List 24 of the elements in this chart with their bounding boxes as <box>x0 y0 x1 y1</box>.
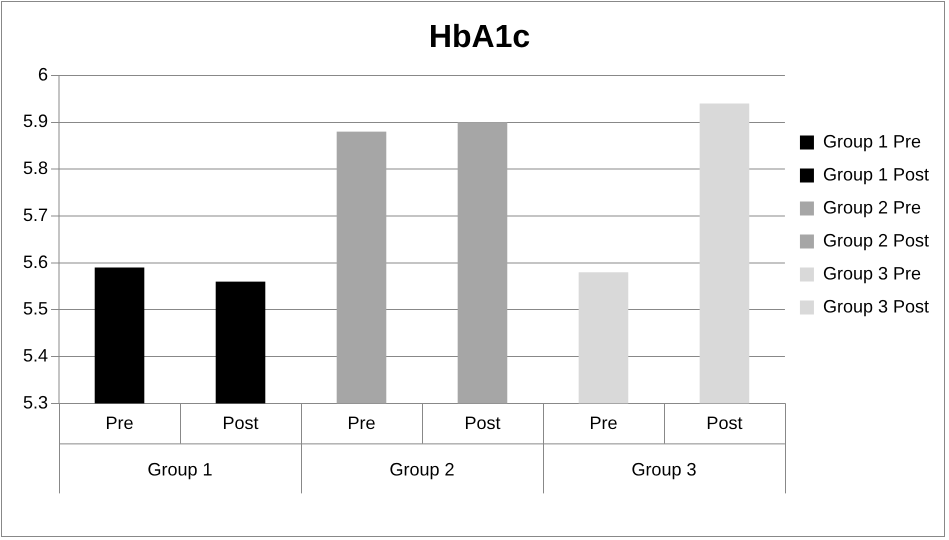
x-tick-label: Pre <box>106 413 134 434</box>
y-tick-label: 5.8 <box>22 158 48 178</box>
y-tick-label: 6 <box>38 64 48 84</box>
y-tick-label: 5.7 <box>22 204 48 225</box>
legend-label: Group 2 Pre <box>822 197 922 218</box>
x-tick-label: Pre <box>347 413 376 434</box>
y-tick-label: 5.4 <box>22 346 48 366</box>
legend-label: Group 1 Post <box>822 164 930 184</box>
x-tick-label: Pre <box>589 413 618 434</box>
legend-label: Group 3 Post <box>822 296 930 316</box>
y-tick-label: 5.5 <box>22 298 48 319</box>
legend-label: Group 3 Pre <box>822 263 922 284</box>
chart-title: HbA1c <box>428 18 530 54</box>
x-tick-label: Post <box>706 413 742 434</box>
legend-label: Group 2 Post <box>822 230 930 250</box>
x-tick-label: Post <box>222 413 259 434</box>
y-tick-label: 5.3 <box>22 392 48 412</box>
text: Group 2 <box>389 459 455 480</box>
y-tick-label: 5.6 <box>22 252 48 272</box>
y-tick-label: 5.9 <box>22 111 48 132</box>
text: Group 1 <box>147 459 213 480</box>
text: Group 3 <box>631 459 696 480</box>
legend-label: Group 1 Pre <box>822 131 922 152</box>
x-tick-label: Post <box>464 413 500 434</box>
